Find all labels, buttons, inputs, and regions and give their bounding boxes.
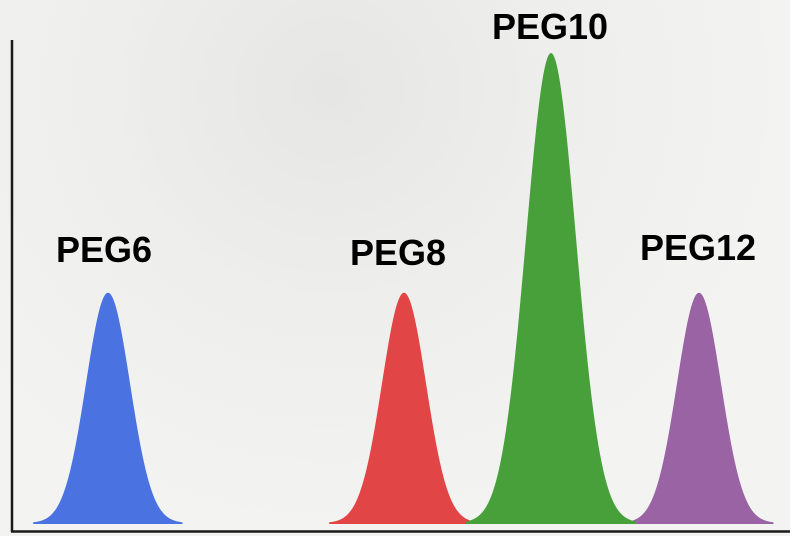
peak-peg8 xyxy=(329,292,479,524)
peak-peg10 xyxy=(466,53,636,524)
peak-label-peg12: PEG12 xyxy=(640,227,756,268)
labels-group: PEG6 PEG8 PEG10 PEG12 xyxy=(56,6,756,273)
peaks-group xyxy=(33,53,774,524)
peak-peg12 xyxy=(624,292,774,524)
peak-peg6 xyxy=(33,292,183,524)
peak-label-peg10: PEG10 xyxy=(492,6,608,47)
peak-label-peg6: PEG6 xyxy=(56,229,152,270)
peak-label-peg8: PEG8 xyxy=(350,232,446,273)
